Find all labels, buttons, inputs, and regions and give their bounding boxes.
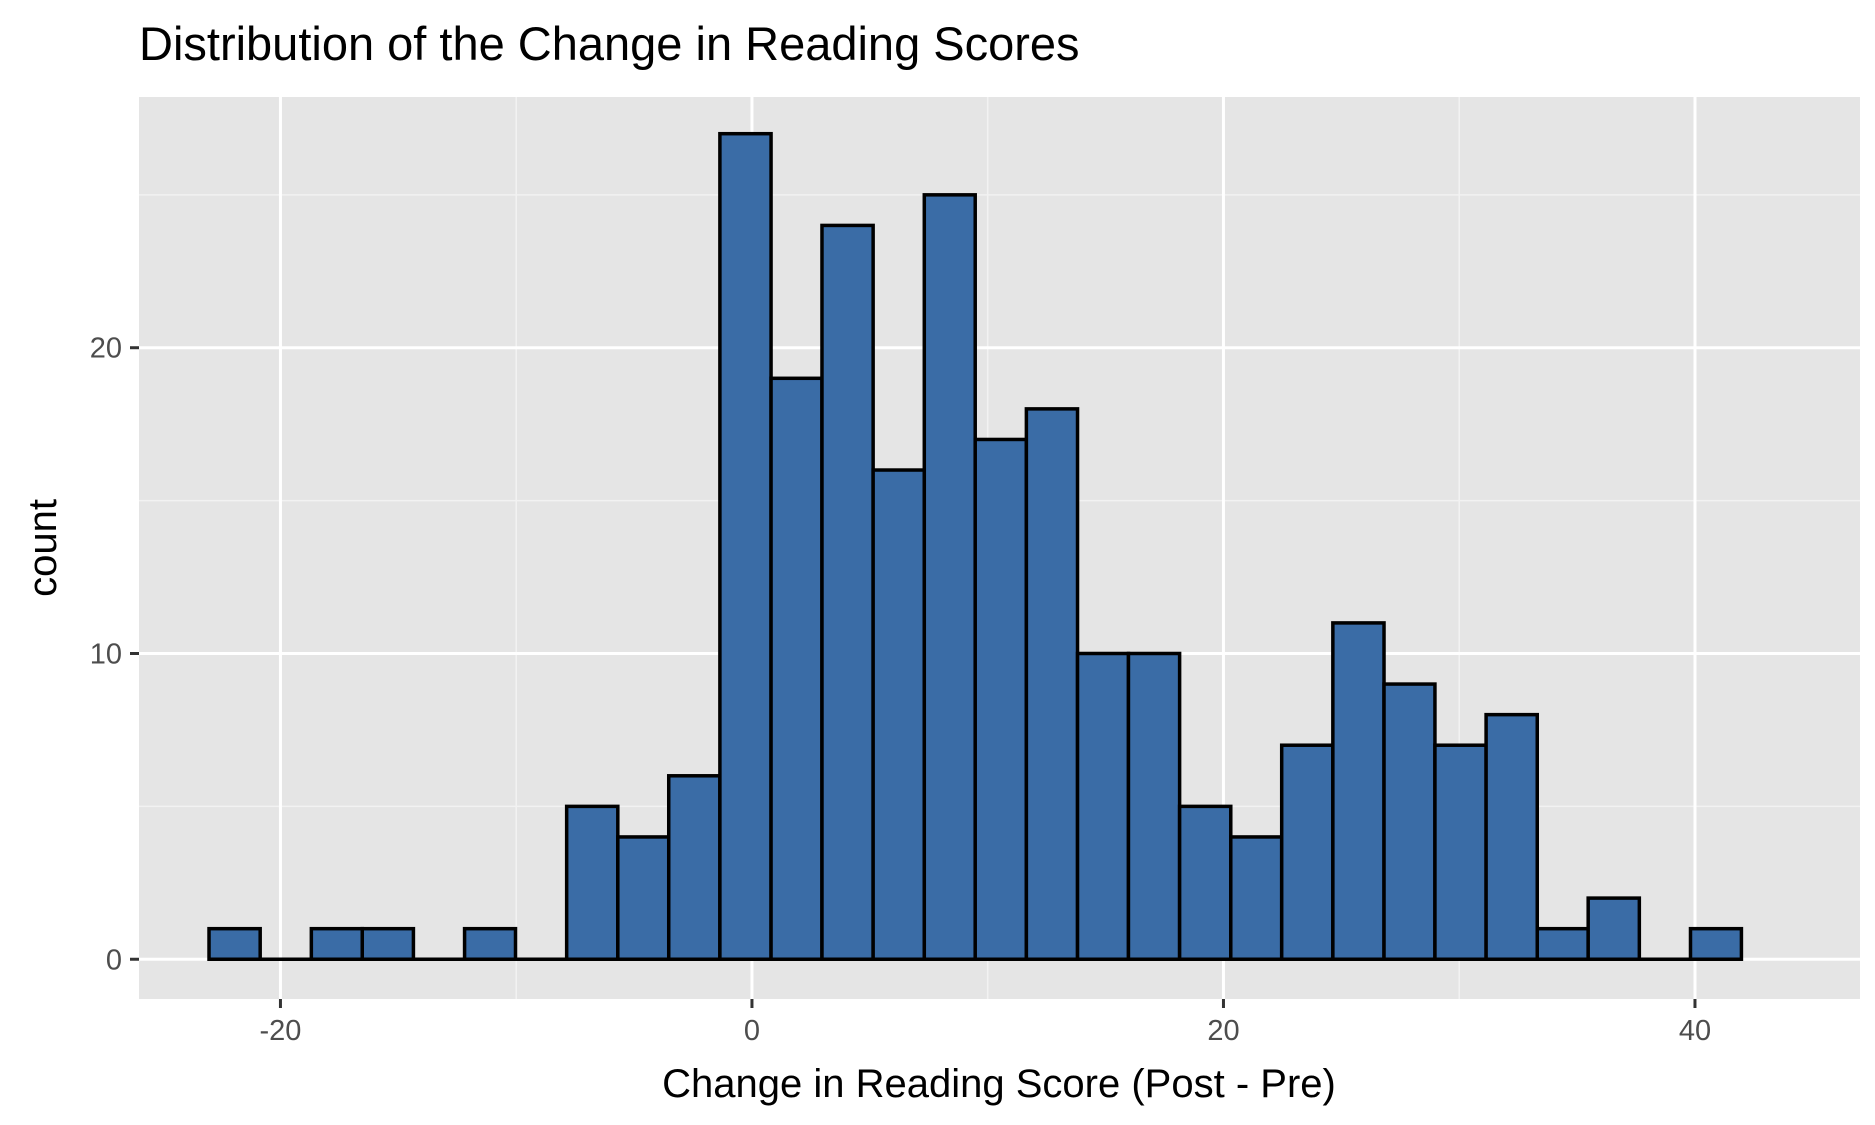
histogram-bar [1075,651,1131,962]
histogram-bar [1688,926,1744,962]
histogram-bar [1126,651,1182,962]
x-tick-label: 40 [1679,1015,1711,1047]
y-tick-label: 10 [90,638,122,670]
histogram-bar [1229,835,1284,962]
x-tick-label: 0 [744,1015,760,1047]
histogram-bar [1024,407,1080,962]
histogram-bar [1433,743,1488,962]
y-tick-label: 0 [106,944,122,976]
histogram-bar [309,926,365,962]
histogram-bar [616,835,671,962]
chart-title: Distribution of the Change in Reading Sc… [139,17,1080,70]
histogram-bar [1586,896,1642,962]
histogram-bar [922,193,977,962]
histogram-bar [1331,621,1386,962]
histogram-bar [769,376,824,962]
histogram-bar [360,926,416,962]
histogram-bar [1177,804,1233,962]
histogram-bar [564,804,620,962]
histogram-bar [718,131,773,962]
x-tick-label: 20 [1207,1015,1239,1047]
y-axis-title: count [21,499,65,597]
histogram-bar [1535,926,1590,962]
histogram-bar [666,774,722,962]
histogram-bar [820,223,875,962]
y-axis-ticks: 0 10 20 [90,333,139,976]
histogram-bars [207,131,1744,962]
x-axis-ticks: -20 0 20 40 [259,999,1711,1047]
y-tick-label: 20 [90,333,122,365]
x-tick-label: -20 [259,1015,301,1047]
histogram-bar [1382,682,1437,962]
histogram-bar [973,437,1029,962]
histogram-bar [1484,712,1540,962]
histogram-bar [207,926,262,962]
histogram-bar [462,926,518,962]
x-axis-title: Change in Reading Score (Post - Pre) [662,1062,1336,1106]
histogram-bar [871,468,927,962]
histogram-bar [1279,743,1335,962]
